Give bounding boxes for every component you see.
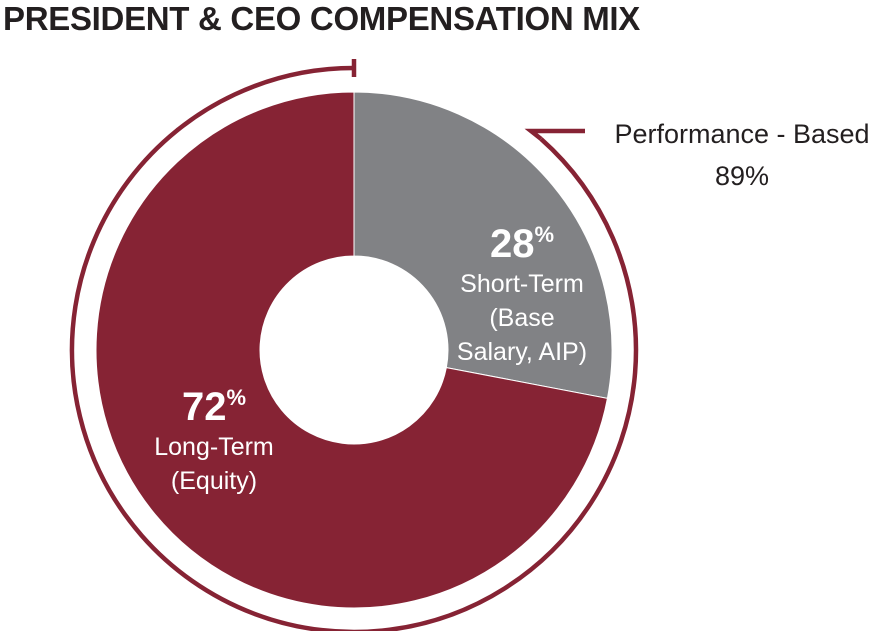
performance-bracket-hook <box>524 128 585 141</box>
slice-short-term <box>353 91 613 399</box>
chart-title: PRESIDENT & CEO COMPENSATION MIX <box>3 0 641 37</box>
performance-based-value: 89% <box>715 161 769 191</box>
long-term-category-label: (Equity) <box>171 467 257 495</box>
slice-long-term <box>95 91 609 609</box>
performance-based-bracket <box>69 65 639 631</box>
long-term-category-label: Long-Term <box>154 433 274 461</box>
performance-based-label: Performance - Based <box>614 119 869 149</box>
short-term-category-label: Salary, AIP) <box>457 338 587 366</box>
short-term-category-label: Short-Term <box>460 270 584 298</box>
short-term-category-label: (Base <box>489 304 554 332</box>
